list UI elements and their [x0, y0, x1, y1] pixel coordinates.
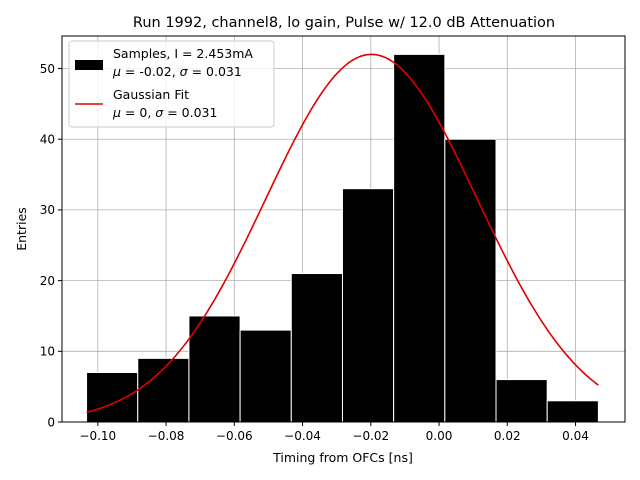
legend-samples-line2: μ = -0.02, σ = 0.031 — [112, 64, 242, 79]
plot-frame — [61, 35, 626, 423]
x-tick-label: 0.00 — [426, 429, 453, 443]
y-tick-label: 20 — [40, 274, 55, 288]
legend-swatch-samples — [75, 60, 103, 70]
histogram-bar — [290, 273, 343, 423]
histogram-bar — [393, 53, 446, 423]
legend-fit-sigma-value: = 0.031 — [163, 105, 217, 120]
x-tick-label: −0.08 — [148, 429, 185, 443]
x-tick-label: 0.02 — [494, 429, 521, 443]
x-axis-ticks: −0.10 −0.08 −0.06 −0.04 −0.02 0.00 0.02 0.04 — [79, 422, 589, 443]
legend-box — [68, 40, 275, 128]
x-tick-label: −0.02 — [352, 429, 389, 443]
x-tick-label: −0.06 — [216, 429, 253, 443]
histogram-bar — [239, 329, 292, 423]
y-axis-ticks: 0 10 20 30 40 50 — [40, 62, 62, 429]
histogram-bar — [341, 188, 395, 423]
gaussian-fit-curve — [86, 53, 599, 414]
legend-fit-line1: Gaussian Fit — [113, 87, 189, 102]
legend-fit-line2: μ = 0, σ = 0.031 — [112, 105, 217, 120]
legend-samples-mu-symbol: μ — [112, 64, 121, 79]
histogram-bar — [188, 315, 241, 423]
histogram-bars — [86, 53, 599, 423]
legend-samples-sigma-value: = 0.031 — [188, 64, 242, 79]
histogram-bar — [444, 138, 497, 423]
legend-samples-sigma-symbol: σ — [180, 64, 189, 79]
histogram-bar — [495, 379, 548, 423]
y-axis-label: Entries — [14, 207, 29, 251]
y-tick-label: 0 — [47, 415, 55, 429]
x-tick-label: −0.04 — [284, 429, 321, 443]
x-tick-label: 0.04 — [562, 429, 589, 443]
y-tick-label: 10 — [40, 345, 55, 359]
histogram-bar — [546, 400, 599, 423]
legend-fit-mu-value: = 0, — [121, 105, 155, 120]
y-tick-label: 50 — [40, 62, 55, 76]
legend-fit-sigma-symbol: σ — [155, 105, 164, 120]
y-tick-label: 40 — [40, 133, 55, 147]
chart-title: Run 1992, channel8, lo gain, Pulse w/ 12… — [133, 15, 555, 31]
legend-samples-line1: Samples, I = 2.453mA — [113, 46, 253, 61]
x-axis-label: Timing from OFCs [ns] — [272, 450, 413, 465]
fit-curve-group — [86, 53, 599, 414]
legend-fit-mu-symbol: μ — [112, 105, 121, 120]
x-tick-label: −0.10 — [79, 429, 116, 443]
y-tick-label: 30 — [40, 203, 55, 217]
legend: Samples, I = 2.453mA μ = -0.02, σ = 0.03… — [68, 40, 275, 128]
histogram-bar — [86, 372, 139, 423]
legend-samples-mu-value: = -0.02, — [121, 64, 180, 79]
